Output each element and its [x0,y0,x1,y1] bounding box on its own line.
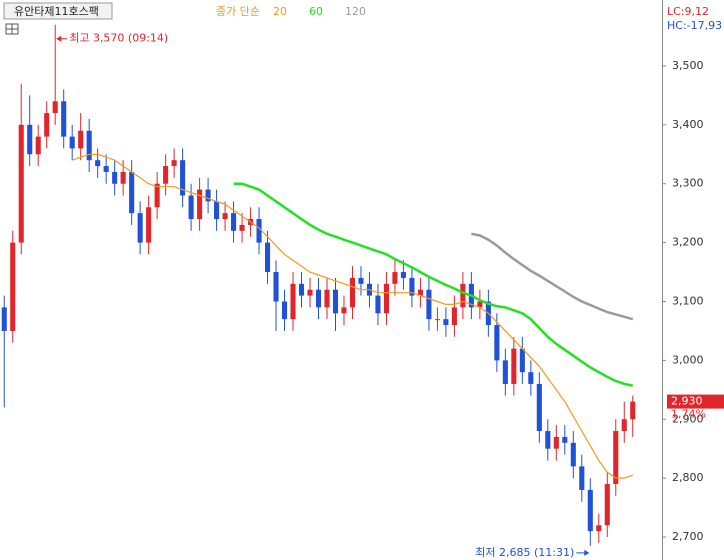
y-tick-label: 2,800 [672,471,704,484]
candle-body [536,383,542,432]
candle-body [502,360,508,384]
candle-body [383,283,389,314]
legend-label: 종가 단순 [216,5,260,18]
candle-body [86,130,92,161]
y-tick-label: 3,000 [672,353,704,366]
title-box[interactable] [3,2,113,20]
candle-body [205,189,211,202]
candle-body [61,101,67,137]
candle-body [137,213,143,243]
candle-body [511,348,517,384]
hc-label: HC:-17,93 [667,19,722,32]
candle-body [545,431,551,449]
candle-body [630,401,636,420]
candle-body [528,372,534,384]
chart-title: 유안타제11호스팩 [14,5,99,18]
change-label: 1,74% [671,408,706,421]
candle-body [358,277,364,284]
candle-body [400,272,406,278]
candle-body [426,289,432,320]
candle-body [290,283,296,320]
y-tick-label: 3,100 [672,294,704,307]
candle-body [112,171,118,184]
candle-body [44,113,50,137]
candle-body [298,283,305,296]
candle-body [256,219,262,243]
candle-body [52,101,58,114]
candle-body [494,325,500,361]
candle-body [443,319,449,326]
ma-line [72,153,633,479]
candle-body [10,242,16,331]
candle-body [69,136,75,149]
low-annotation: 최저 2,685 (11:31) [475,546,574,559]
high-annotation: 최고 3,570 (09:14) [69,32,168,45]
candle-body [587,489,593,532]
candle-body [341,307,347,314]
candle-body [281,301,288,320]
candle-body [392,272,398,284]
candle-body [27,124,33,155]
candle-body [315,289,322,308]
current-price-box [667,394,724,409]
candle-body [214,201,220,220]
candle-body [163,166,169,184]
candle-body [519,348,525,373]
candle-body [120,171,126,184]
ma-line [233,182,634,387]
y-tick-label: 3,400 [672,118,704,131]
candle-body [231,213,237,231]
candle-body [95,160,101,167]
legend-label: 20 [273,5,287,18]
candle-body [562,436,568,443]
candle-body [129,171,135,214]
candle-body [146,207,152,243]
candle-body [154,183,160,208]
candle-body [332,289,339,314]
candle-body [409,277,415,296]
candle-body [604,484,610,526]
current-price-label: 2,930 [671,395,703,408]
candle-body [579,466,585,490]
candle-body [1,307,7,331]
candle-body [570,442,576,467]
legend-label: 120 [345,5,366,18]
candle-body [613,431,619,485]
candle-body [477,301,483,308]
ma-line [471,232,634,321]
y-tick-label: 3,300 [672,177,704,190]
candle-body [553,436,559,449]
legend-label: 60 [309,5,323,18]
annotation-arrowhead [56,35,62,42]
y-tick-label: 3,200 [672,236,704,249]
candle-body [451,307,457,326]
candle-body [264,242,271,273]
candle-body [103,166,109,172]
candle-body [222,213,228,220]
candle-body [375,295,381,314]
candle-body [434,319,440,321]
candle-body [18,124,24,243]
y-tick-label: 2,700 [672,530,704,543]
candle-body [273,272,279,302]
candle-body [460,283,466,308]
annotation-arrowhead [584,549,590,556]
candle-body [78,130,84,149]
y-tick-label: 3,500 [672,59,704,72]
candle-body [239,224,245,231]
candle-body [180,160,186,196]
candle-body [621,419,627,432]
y-tick-label: 2,900 [672,412,704,425]
candle-body [307,289,313,296]
candle-body [417,289,423,296]
candle-body [171,160,177,167]
lc-label: LC:9,12 [667,5,709,18]
candle-body [188,195,194,220]
candle-body [349,277,356,308]
candle-body [324,289,330,308]
candle-body [596,525,602,532]
candle-body [197,189,203,220]
candle-body [35,136,41,155]
